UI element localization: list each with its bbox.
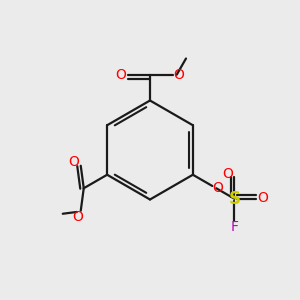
Text: O: O (69, 155, 80, 169)
Text: O: O (116, 68, 126, 82)
Text: O: O (212, 181, 223, 194)
Text: O: O (257, 191, 268, 206)
Text: O: O (173, 68, 184, 82)
Text: S: S (228, 190, 240, 208)
Text: O: O (222, 167, 233, 181)
Text: O: O (72, 210, 83, 224)
Text: F: F (231, 220, 239, 234)
